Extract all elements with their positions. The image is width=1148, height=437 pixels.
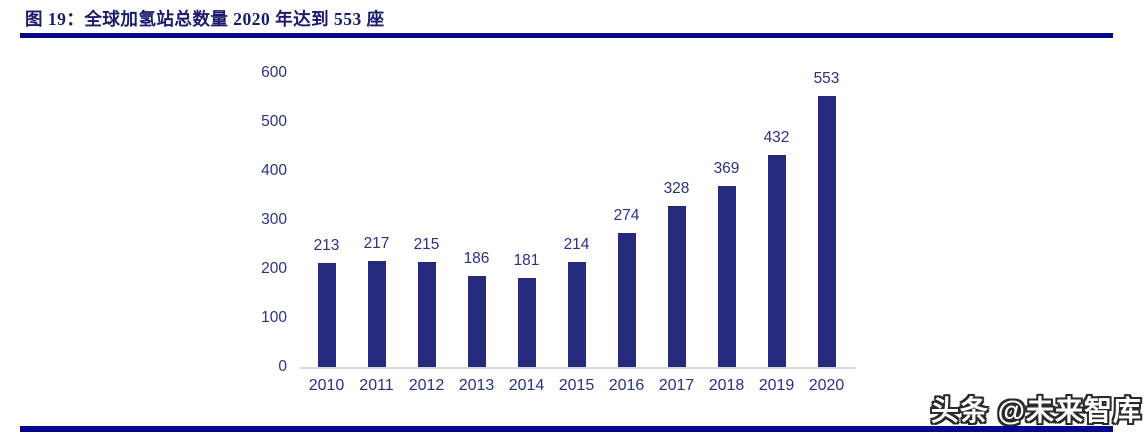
bar-2011 <box>367 260 386 367</box>
y-axis-tick-label: 400 <box>261 162 287 179</box>
bar-2012 <box>417 261 436 367</box>
bar-2015 <box>567 262 586 367</box>
x-axis-tick-label: 2019 <box>758 377 795 394</box>
x-axis-tick-label: 2013 <box>458 377 495 394</box>
y-axis-tick-label: 500 <box>261 113 287 130</box>
y-axis-tick-label: 300 <box>261 211 287 228</box>
bar-value-label: 217 <box>363 234 390 252</box>
x-axis-tick-label: 2014 <box>508 377 545 394</box>
x-axis-tick-label: 2012 <box>408 377 445 394</box>
bar-2014 <box>517 278 536 367</box>
bar-value-label: 186 <box>463 249 490 267</box>
x-axis-tick-label: 2016 <box>608 377 645 394</box>
bar-2017 <box>667 206 686 367</box>
bar-2010 <box>317 262 336 367</box>
y-axis-tick-label: 200 <box>261 260 287 277</box>
y-axis-tick-label: 100 <box>261 309 287 326</box>
x-axis-tick-label: 2018 <box>708 377 745 394</box>
bar-value-label: 432 <box>763 129 790 147</box>
bar-value-label: 214 <box>563 236 590 254</box>
bar-value-label: 369 <box>713 160 740 178</box>
x-axis-tick-label: 2015 <box>558 377 595 394</box>
y-axis-tick-label: 600 <box>261 64 287 81</box>
title-rule <box>20 33 1113 38</box>
bar-value-label: 181 <box>513 252 540 270</box>
watermark: 头条 @未来智库 <box>930 395 1142 426</box>
x-axis-tick-label: 2017 <box>658 377 695 394</box>
bar-value-label: 553 <box>813 70 840 88</box>
bar-2013 <box>467 275 486 367</box>
y-axis-tick-label: 0 <box>278 358 287 375</box>
bar-2019 <box>767 155 786 367</box>
bar-value-label: 274 <box>613 206 640 224</box>
bottom-rule <box>20 426 1113 432</box>
bar-2020 <box>817 96 836 367</box>
figure-title: 图 19：全球加氢站总数量 2020 年达到 553 座 <box>25 9 385 29</box>
plot-area <box>300 73 855 369</box>
x-axis-tick-label: 2011 <box>359 377 394 394</box>
bar-2016 <box>617 232 636 367</box>
bar-value-label: 215 <box>413 235 440 253</box>
x-axis-tick-label: 2020 <box>808 377 845 394</box>
x-axis-tick-label: 2010 <box>308 377 345 394</box>
bar-value-label: 213 <box>313 236 340 254</box>
bar-2018 <box>717 186 736 367</box>
bar-value-label: 328 <box>663 180 690 198</box>
